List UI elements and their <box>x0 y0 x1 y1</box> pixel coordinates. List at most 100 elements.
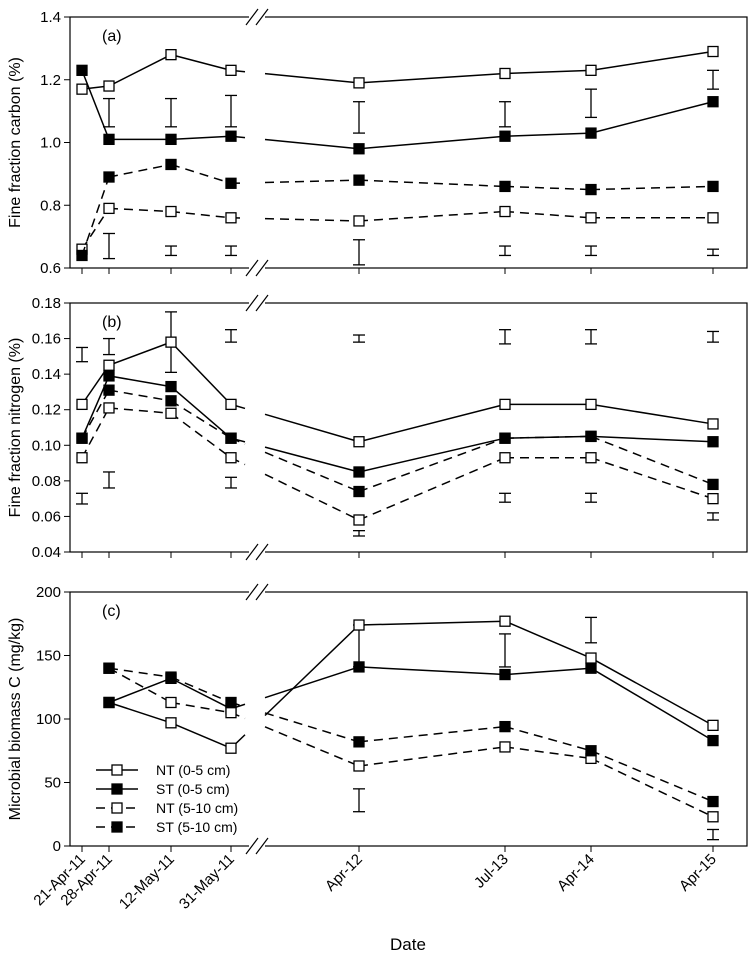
data-point <box>499 67 511 80</box>
series-st-0-5-cm- <box>76 64 719 155</box>
error-bar <box>103 337 115 356</box>
data-point <box>585 662 597 674</box>
legend-marker <box>111 783 123 795</box>
series-st-0-5-cm- <box>76 370 719 478</box>
data-point <box>165 717 177 729</box>
panel-b: 0.04 0.06 0.08 0.10 0.12 0.14 0.16 0.18 Fine fra… <box>7 294 748 561</box>
series-line <box>170 135 232 141</box>
y-tick-label: 0.6 <box>40 260 61 277</box>
series-line <box>358 403 506 443</box>
series-line <box>108 407 172 415</box>
series-line <box>504 620 592 659</box>
series-line <box>590 757 714 818</box>
series-line <box>358 135 506 150</box>
panel-a: 0.6 0.8 1.0 1.2 1.4 Fine fraction carbon (%) (… <box>7 8 748 277</box>
data-point <box>585 127 597 139</box>
series-line <box>108 207 172 213</box>
error-bar <box>353 624 365 668</box>
error-bar <box>499 245 511 257</box>
axis-break-gap <box>249 549 265 555</box>
data-point <box>76 249 88 262</box>
series-line <box>170 701 232 714</box>
series-line <box>358 666 506 676</box>
axis-break-slash <box>245 294 259 312</box>
axis-break-slash <box>255 294 269 312</box>
error-bar <box>707 330 719 343</box>
error-bar <box>499 633 511 668</box>
series-line <box>108 341 172 366</box>
data-point <box>103 384 115 396</box>
series-nt-0-5-cm- <box>103 615 719 754</box>
series-line <box>504 435 592 439</box>
data-point <box>707 436 719 448</box>
series-nt-0-5-cm- <box>76 45 719 95</box>
data-point <box>165 671 177 683</box>
panel-c: 0 50 100 150 200 Microbial biomass C (mg/kg) (… <box>7 583 748 855</box>
data-point <box>707 719 719 731</box>
series-line <box>358 746 506 767</box>
data-point <box>353 736 365 748</box>
series-line <box>264 624 360 717</box>
axis-break-slash <box>245 259 259 277</box>
series-line <box>504 725 592 752</box>
series-line <box>170 210 232 219</box>
error-bar <box>707 828 719 841</box>
data-point <box>707 45 719 58</box>
data-point <box>499 452 511 464</box>
x-tick-label: Apr-14 <box>554 851 598 895</box>
data-point <box>499 668 511 681</box>
legend-label: NT (5-10 cm) <box>156 800 238 816</box>
legend-entry: NT (5-10 cm) <box>96 800 238 816</box>
error-bar <box>353 788 365 813</box>
error-bar <box>225 245 237 257</box>
y-tick-label: 50 <box>44 775 61 792</box>
data-point <box>499 398 511 411</box>
series-nt-5-10-cm- <box>76 202 719 255</box>
data-point <box>585 652 597 664</box>
error-bar <box>585 329 597 345</box>
y-tick-label: 0.04 <box>32 544 61 561</box>
series-line <box>170 676 232 704</box>
axis-break-gap <box>249 265 265 271</box>
data-point <box>225 130 237 142</box>
y-tick-label: 1.0 <box>40 135 61 152</box>
y-axis-label: Fine fraction nitrogen (%) <box>7 338 24 518</box>
series-line <box>590 750 714 803</box>
data-point <box>707 96 719 108</box>
axis-break-slash <box>255 583 269 601</box>
axis-break-slash <box>255 8 269 26</box>
data-point <box>76 398 88 411</box>
series-line <box>590 50 714 72</box>
series-nt-5-10-cm- <box>76 402 719 526</box>
data-point <box>707 811 719 823</box>
series-line <box>358 179 506 188</box>
data-point <box>225 707 237 719</box>
data-point <box>353 485 365 498</box>
series-line <box>264 473 360 521</box>
axis-break-slash <box>255 259 269 277</box>
series-line <box>264 179 360 184</box>
data-point <box>585 430 597 443</box>
data-point <box>707 212 719 224</box>
series-line <box>504 69 592 75</box>
y-axis-label: Fine fraction carbon (%) <box>7 57 24 228</box>
data-point <box>585 398 597 411</box>
x-tick-label: Jul-13 <box>471 851 512 892</box>
series-line <box>170 53 232 72</box>
x-tick-label: Apr-15 <box>676 851 720 895</box>
series-line <box>504 746 592 760</box>
series-line <box>170 386 232 439</box>
y-tick-label: 0.16 <box>32 331 61 348</box>
data-point <box>707 418 719 430</box>
error-bar <box>103 232 115 260</box>
data-point <box>225 64 237 76</box>
series-line <box>590 185 714 191</box>
series-nt-5-10-cm- <box>103 662 719 823</box>
series-line <box>264 712 360 743</box>
error-bar <box>707 69 719 90</box>
series-line <box>504 185 592 191</box>
series-line <box>358 437 506 493</box>
series-line <box>504 667 592 676</box>
data-point <box>103 133 115 146</box>
series-line <box>590 435 714 486</box>
